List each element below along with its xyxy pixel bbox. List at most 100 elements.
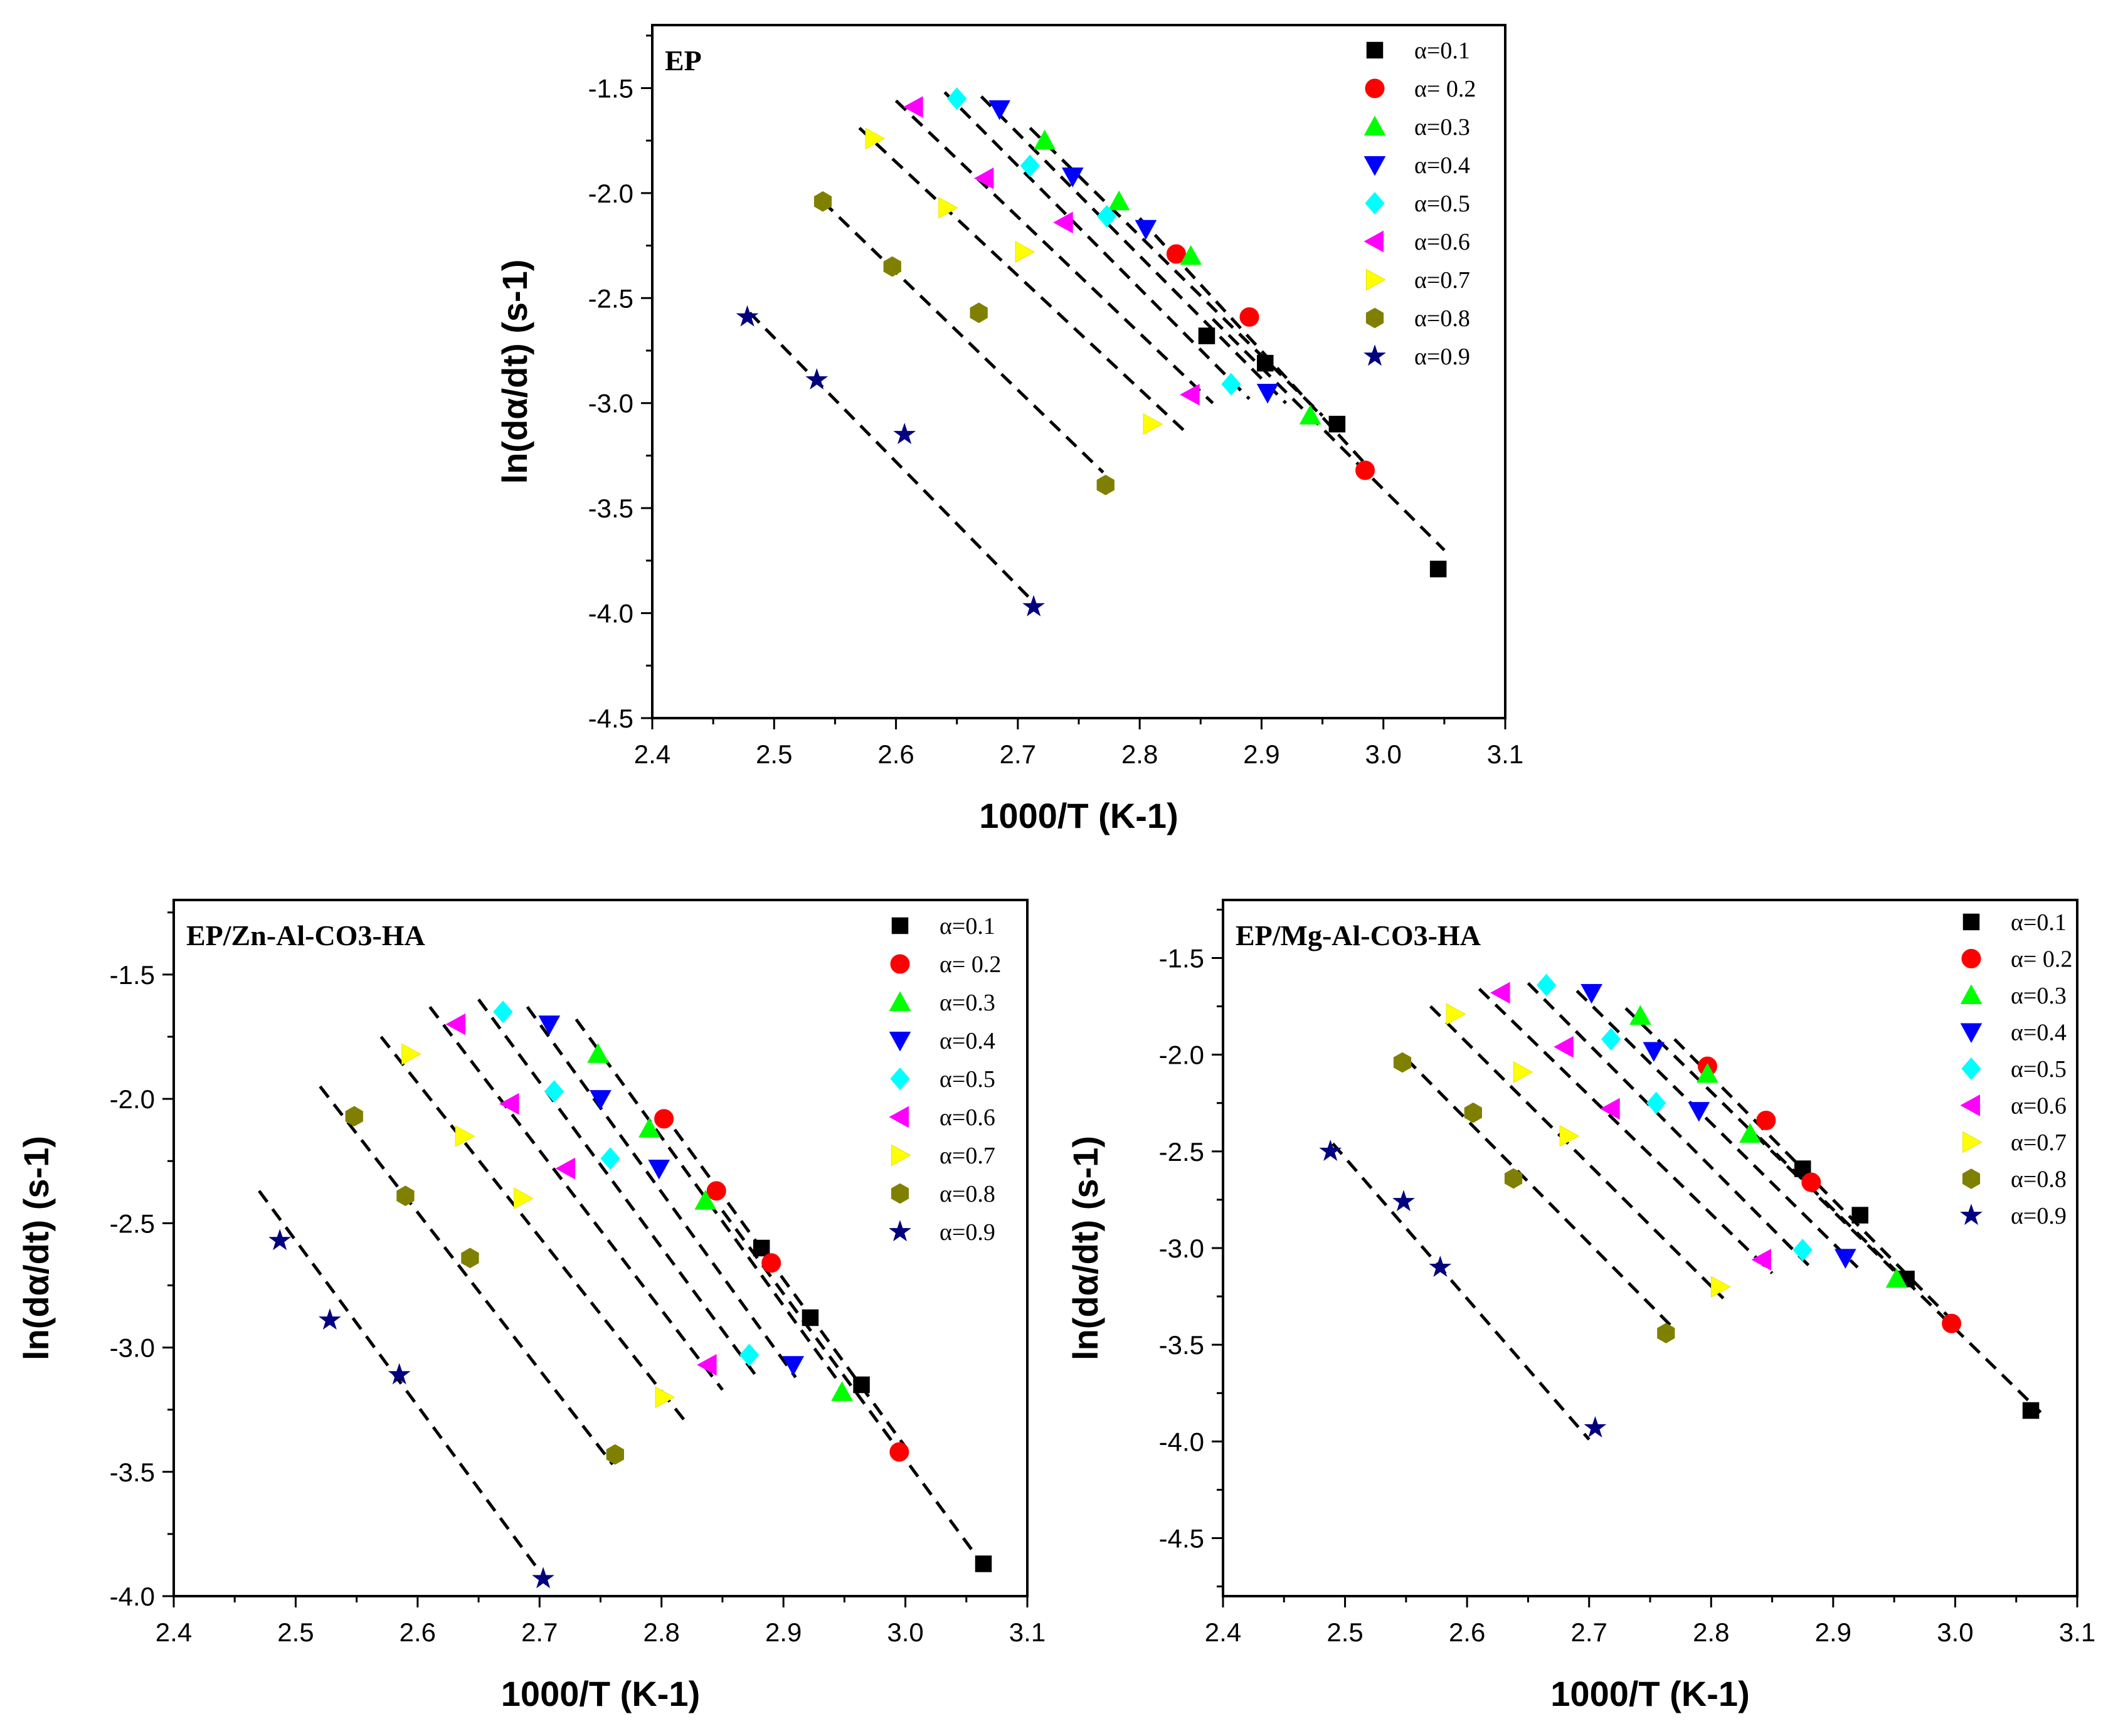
data-point — [606, 1444, 624, 1465]
data-point — [1697, 1062, 1718, 1083]
legend-label: α=0.3 — [940, 990, 995, 1016]
y-tick-label: -4.0 — [588, 599, 633, 628]
fit-line — [1211, 318, 1446, 551]
legend-label: α=0.3 — [1414, 114, 1470, 140]
legend-marker — [1363, 230, 1384, 253]
data-point — [1096, 475, 1115, 495]
fit-line — [379, 1035, 687, 1424]
data-point — [1657, 1323, 1675, 1343]
y-tick-label: -2.5 — [1159, 1137, 1204, 1167]
data-point — [988, 100, 1011, 120]
data-point — [1034, 129, 1056, 150]
data-point — [319, 1308, 341, 1330]
data-point — [590, 1090, 612, 1110]
x-tick-label: 2.7 — [1000, 739, 1036, 769]
legend-marker — [1365, 192, 1385, 215]
data-point — [865, 127, 886, 150]
data-point — [1885, 1268, 1908, 1288]
fit-line — [477, 998, 761, 1381]
data-point — [493, 1000, 513, 1024]
data-point — [455, 1125, 475, 1147]
data-point — [970, 302, 988, 324]
legend-label: α= 0.2 — [1414, 76, 1476, 102]
data-point — [1756, 1111, 1776, 1130]
data-point — [1198, 327, 1215, 344]
data-point — [1554, 1035, 1574, 1058]
legend-marker — [1961, 949, 1981, 968]
x-tick-label: 2.8 — [1693, 1617, 1729, 1647]
legend-marker — [1960, 1023, 1983, 1044]
legend-label: α=0.9 — [1414, 344, 1470, 370]
legend-label: α=0.6 — [1414, 229, 1470, 255]
data-point — [1239, 307, 1259, 327]
data-point — [1801, 1172, 1821, 1192]
data-point — [1464, 1102, 1482, 1123]
data-point — [1739, 1123, 1761, 1143]
data-point — [1097, 204, 1117, 228]
data-point — [1022, 595, 1045, 617]
data-point — [947, 87, 967, 110]
fit-line — [1478, 988, 1774, 1274]
legend-label: α=0.6 — [940, 1104, 995, 1131]
data-point — [753, 1239, 770, 1257]
legend-marker — [890, 954, 910, 974]
legend-label: α=0.6 — [2011, 1093, 2067, 1119]
fit-line — [526, 1005, 797, 1379]
fit-line — [721, 1210, 980, 1560]
x-tick-label: 2.4 — [634, 739, 670, 769]
y-tick-label: -2.5 — [110, 1209, 155, 1238]
legend-label: α=0.9 — [940, 1219, 995, 1246]
data-point — [1513, 1061, 1533, 1083]
legend-marker — [1962, 1131, 1983, 1153]
data-point — [706, 1181, 726, 1201]
x-tick-label: 2.5 — [1326, 1617, 1363, 1647]
x-tick-label: 2.4 — [1205, 1617, 1241, 1647]
y-tick-label: -2.0 — [1159, 1040, 1204, 1070]
data-point — [396, 1185, 415, 1207]
x-tick-label: 2.5 — [756, 739, 792, 769]
data-point — [1061, 167, 1084, 188]
data-point — [1646, 1091, 1666, 1114]
fit-line — [1575, 990, 1859, 1269]
data-point — [445, 1013, 466, 1035]
x-tick-label: 2.4 — [156, 1617, 192, 1647]
legend-marker — [891, 1144, 911, 1167]
data-point — [1319, 1140, 1342, 1162]
data-point — [268, 1229, 292, 1251]
data-point — [1020, 154, 1040, 177]
legend-label: α= 0.2 — [940, 951, 1001, 978]
data-point — [1135, 220, 1157, 240]
legend-marker — [1363, 344, 1386, 366]
data-point — [1504, 1168, 1523, 1189]
y-tick-label: -1.5 — [1159, 944, 1204, 973]
legend-label: α=0.1 — [1414, 38, 1470, 64]
data-point — [883, 256, 901, 277]
fit-line — [1405, 1057, 1676, 1331]
y-tick-label: -4.0 — [110, 1582, 155, 1611]
data-point — [388, 1363, 411, 1385]
legend-marker — [1363, 156, 1386, 176]
x-tick-label: 2.8 — [643, 1617, 680, 1647]
data-point — [739, 1343, 760, 1367]
y-tick-label: -3.0 — [1159, 1234, 1204, 1263]
fit-line — [1332, 1142, 1591, 1441]
data-point — [1355, 460, 1375, 480]
data-point — [499, 1093, 519, 1115]
x-tick-label: 3.0 — [1365, 739, 1402, 769]
x-tick-label: 2.7 — [521, 1617, 558, 1647]
legend-marker — [889, 991, 911, 1011]
data-point — [1751, 1249, 1771, 1271]
chart-panel: 2.4 2.5 2.6 2.7 2.8 2.9 3.0 3.1 -1.5 -2.0 -2.5 -3.0… — [16, 899, 1046, 1713]
chart-panel: 2.4 2.5 2.6 2.7 2.8 2.9 3.0 3.1 -1.5 -2.0 -2.5 -3.0… — [495, 24, 1523, 835]
y-tick-label: -2.5 — [588, 283, 633, 313]
data-point — [1601, 1028, 1621, 1051]
data-point — [1536, 973, 1557, 997]
data-point — [697, 1353, 717, 1376]
data-point — [600, 1147, 620, 1170]
data-point — [761, 1253, 781, 1273]
fit-line — [943, 91, 1251, 400]
legend-label: α=0.5 — [1414, 191, 1470, 217]
data-point — [1393, 1052, 1412, 1073]
y-tick-label: -3.5 — [588, 494, 633, 523]
y-tick-label: -2.0 — [110, 1084, 155, 1114]
